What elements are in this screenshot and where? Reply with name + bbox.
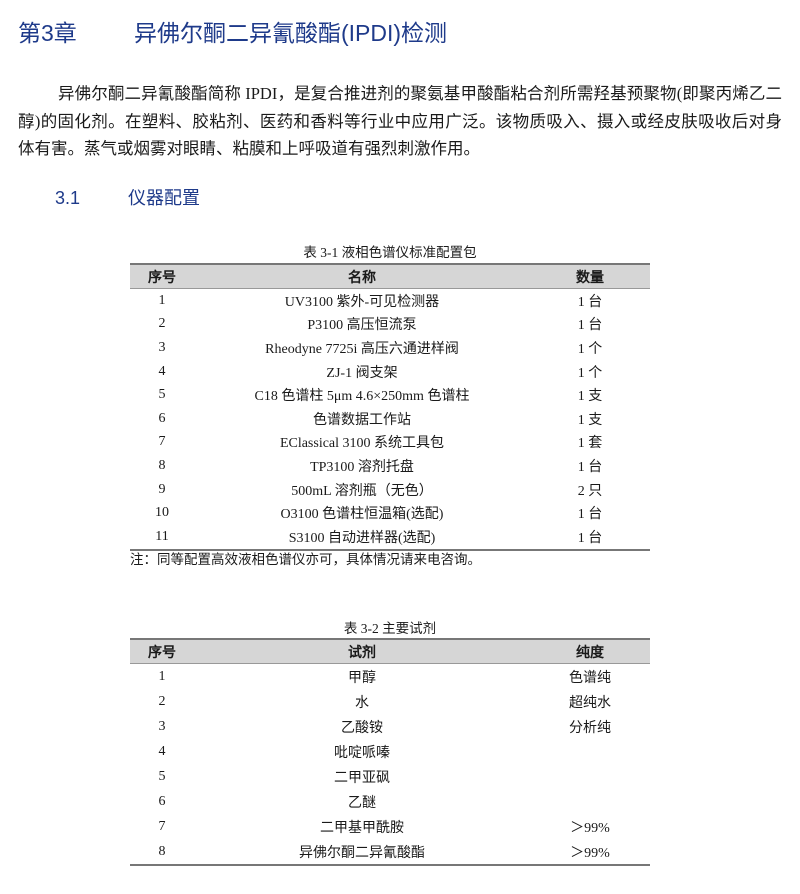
table-row: 5 二甲亚砜 [130, 764, 650, 789]
table-cell: TP3100 溶剂托盘 [310, 459, 414, 475]
table-cell: 8 [158, 843, 166, 859]
reagents-table: 序号 试剂 纯度 1 甲醇 色谱纯 2 水 超纯水 3 乙酸铵 分析纯 4 吡啶哌嗪 5 二甲亚砜 6 乙醚… [130, 638, 650, 866]
table-cell: 1 个 [577, 341, 603, 357]
table-cell: 9 [158, 481, 166, 497]
table-cell: 1 个 [577, 365, 603, 381]
col-header: 名称 [194, 264, 530, 289]
col-header: 数量 [530, 264, 650, 289]
table-row: 8 异佛尔酮二异氰酸酯 ＞99% [130, 839, 650, 865]
table-cell: 6 [158, 793, 166, 809]
table-cell: 吡啶哌嗪 [334, 745, 390, 761]
col-header: 试剂 [194, 639, 530, 664]
table-row: 8 TP3100 溶剂托盘 1 台 [130, 454, 650, 478]
table-row: 11 S3100 自动进样器(选配) 1 台 [130, 525, 650, 550]
table-cell: 二甲亚砜 [334, 770, 390, 786]
table-cell: 乙酸铵 [341, 720, 383, 736]
table-row: 5 C18 色谱柱 5μm 4.6×250mm 色谱柱 1 支 [130, 383, 650, 407]
table-cell: ＞99% [570, 845, 610, 861]
table-row: 3 Rheodyne 7725i 高压六通进样阀 1 个 [130, 336, 650, 360]
table-cell: UV3100 紫外-可见检测器 [284, 294, 440, 310]
table-cell: S3100 自动进样器(选配) [288, 530, 436, 546]
table-cell: 7 [158, 434, 166, 450]
table-cell: 色谱纯 [569, 670, 611, 686]
table-row: 4 吡啶哌嗪 [130, 739, 650, 764]
table-cell: 8 [158, 457, 166, 473]
table-cell: 1 台 [577, 318, 603, 334]
col-header: 序号 [130, 264, 194, 289]
table-cell: 二甲基甲酰胺 [320, 820, 404, 836]
table-cell: 1 套 [577, 436, 603, 452]
table-cell: 异佛尔酮二异氰酸酯 [299, 845, 425, 861]
table-cell: O3100 色谱柱恒温箱(选配) [280, 507, 444, 523]
table-cell: ＞99% [570, 820, 610, 836]
section-title: 仪器配置 [128, 188, 200, 208]
table-row: 2 P3100 高压恒流泵 1 台 [130, 313, 650, 337]
table-cell: 3 [158, 339, 166, 355]
table-cell: 2 [158, 693, 166, 709]
chapter-title: 异佛尔酮二异氰酸酯(IPDI)检测 [134, 20, 448, 46]
table-cell: 10 [155, 505, 169, 521]
table-cell: 乙醚 [348, 795, 376, 811]
col-header: 纯度 [530, 639, 650, 664]
table-cell: 1 支 [577, 412, 603, 428]
table-row: 1 甲醇 色谱纯 [130, 664, 650, 690]
table-row: 4 ZJ-1 阀支架 1 个 [130, 360, 650, 384]
table-row: 6 色谱数据工作站 1 支 [130, 407, 650, 431]
table-row: 2 水 超纯水 [130, 689, 650, 714]
col-header: 序号 [130, 639, 194, 664]
section-heading: 3.1 仪器配置 [55, 184, 200, 210]
table-cell: 7 [158, 818, 166, 834]
table-cell: 2 只 [577, 483, 603, 499]
table-cell: 2 [158, 316, 166, 332]
table2-caption: 表 3-2 主要试剂 [343, 621, 437, 636]
table-cell: 1 [158, 292, 166, 308]
table-row: 10 O3100 色谱柱恒温箱(选配) 1 台 [130, 501, 650, 525]
table-cell: 5 [158, 768, 166, 784]
table-cell: 超纯水 [569, 695, 611, 711]
table1-caption: 表 3-1 液相色谱仪标准配置包 [303, 245, 477, 260]
table-cell [530, 789, 650, 814]
table-cell: 6 [158, 410, 166, 426]
table-cell: 色谱数据工作站 [313, 412, 411, 428]
table-cell: ZJ-1 阀支架 [326, 365, 398, 381]
table-row: 6 乙醚 [130, 789, 650, 814]
table-cell: Rheodyne 7725i 高压六通进样阀 [265, 341, 459, 357]
table-cell: 1 支 [577, 389, 603, 405]
table-cell: 1 [158, 668, 166, 684]
chapter-number: 第3章 [18, 20, 77, 46]
table-cell: 1 台 [577, 507, 603, 523]
table-row: 1 UV3100 紫外-可见检测器 1 台 [130, 289, 650, 313]
table-cell: P3100 高压恒流泵 [307, 318, 417, 334]
table-row: 7 二甲基甲酰胺 ＞99% [130, 814, 650, 839]
table-row: 3 乙酸铵 分析纯 [130, 714, 650, 739]
table-cell: 水 [355, 695, 369, 711]
table-cell: 分析纯 [569, 720, 611, 736]
table-cell: 4 [158, 743, 166, 759]
table-row: 9 500mL 溶剂瓶（无色） 2 只 [130, 478, 650, 502]
intro-paragraph: 异佛尔酮二异氰酸酯简称 IPDI，是复合推进剂的聚氨基甲酸酯粘合剂所需羟基预聚物… [18, 84, 782, 158]
table-cell: 1 台 [577, 294, 603, 310]
chapter-heading: 第3章 异佛尔酮二异氰酸酯(IPDI)检测 [18, 14, 447, 48]
table-cell: 1 台 [577, 459, 603, 475]
table-cell: 4 [158, 363, 166, 379]
instrument-config-table: 序号 名称 数量 1 UV3100 紫外-可见检测器 1 台 2 P3100 高压恒流泵… [130, 263, 650, 551]
table-cell [530, 764, 650, 789]
table-cell: EClassical 3100 系统工具包 [279, 436, 445, 452]
table-cell: 1 台 [577, 530, 603, 546]
table1-note: 注：同等配置高效液相色谱仪亦可，具体情况请来电咨询。 [130, 552, 481, 567]
table-cell: 3 [158, 718, 166, 734]
table-cell: C18 色谱柱 5μm 4.6×250mm 色谱柱 [254, 389, 470, 405]
table-cell: 5 [158, 387, 166, 403]
table-cell [530, 739, 650, 764]
table-cell: 甲醇 [348, 670, 376, 686]
section-number: 3.1 [55, 188, 81, 208]
table-cell: 11 [155, 528, 169, 544]
table-cell: 500mL 溶剂瓶（无色） [291, 483, 433, 499]
table-row: 7 EClassical 3100 系统工具包 1 套 [130, 431, 650, 455]
